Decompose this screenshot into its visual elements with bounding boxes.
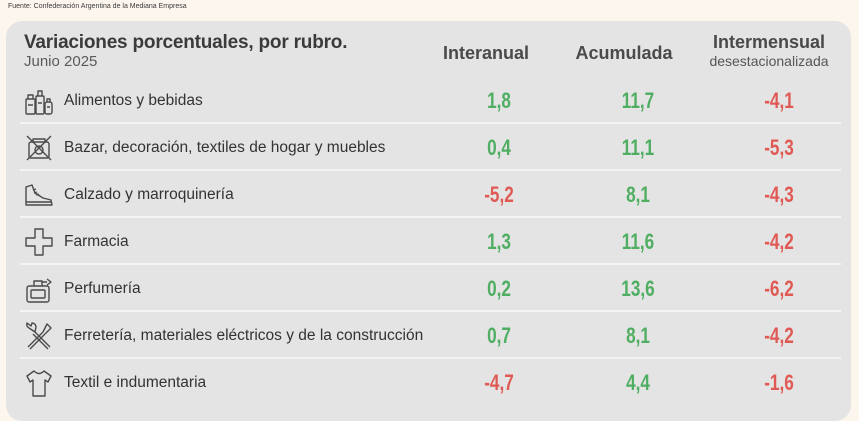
source-note: Fuente: Confederación Argentina de la Me… [8,3,187,10]
value-intermensual: -5,3 [764,135,794,160]
row-divider [20,310,841,312]
value-intermensual: -1,6 [764,370,794,395]
table-row: Perfumería 0,2 13,6 -6,2 [16,266,841,312]
pharmacy-cross-icon [23,226,55,258]
value-interanual: -4,7 [484,370,514,395]
no-decor-icon [23,132,55,164]
value-interanual: 1,3 [487,229,511,254]
table-row: Alimentos y bebidas 1,8 11,7 -4,1 [16,78,841,124]
value-intermensual: -4,2 [764,323,794,348]
column-header-interanual: Interanual [442,43,530,63]
value-intermensual: -4,1 [764,88,794,113]
row-label: Textil e indumentaria [64,374,207,391]
row-divider [20,263,841,265]
value-acumulada: 8,1 [626,182,650,207]
value-acumulada: 11,7 [621,88,655,113]
value-interanual: 0,4 [487,135,511,160]
table-row: Farmacia 1,3 11,6 -4,2 [16,219,841,265]
table-title: Variaciones porcentuales, por rubro. [24,32,348,53]
value-acumulada: 11,1 [621,135,655,160]
row-divider [20,169,841,171]
table-subtitle: Junio 2025 [24,53,98,70]
value-acumulada: 8,1 [626,323,650,348]
value-acumulada: 4,4 [626,370,650,395]
table-row: Textil e indumentaria -4,7 4,4 -1,6 [16,360,841,406]
row-label: Ferretería, materiales eléctricos y de l… [64,327,424,344]
value-interanual: 0,2 [487,276,511,301]
column-header-intermensual-title: Intermensual [712,32,826,52]
value-interanual: -5,2 [484,182,514,207]
groceries-icon [23,85,55,117]
value-intermensual: -4,3 [764,182,794,207]
table-header: Variaciones porcentuales, por rubro. Jun… [6,21,851,81]
value-interanual: 0,7 [487,323,511,348]
row-label: Farmacia [64,233,129,250]
row-divider [20,216,841,218]
row-label: Alimentos y bebidas [64,92,203,109]
table-row: Bazar, decoración, textiles de hogar y m… [16,125,841,171]
column-header-intermensual-sub: desestacionalizada [709,53,829,69]
row-label: Perfumería [64,280,141,297]
row-divider [20,122,841,124]
row-label: Bazar, decoración, textiles de hogar y m… [64,139,386,156]
shoe-icon [23,179,55,211]
value-acumulada: 11,6 [621,229,655,254]
table-row: Ferretería, materiales eléctricos y de l… [16,313,841,359]
row-divider [20,357,841,359]
perfume-icon [23,273,55,305]
shirt-icon [23,367,55,399]
row-label: Calzado y marroquinería [64,186,234,203]
column-header-intermensual: Intermensual desestacionalizada [699,33,839,71]
table-card: Variaciones porcentuales, por rubro. Jun… [6,21,851,421]
tools-icon [23,320,55,352]
value-acumulada: 13,6 [621,276,655,301]
column-header-acumulada: Acumulada [575,43,673,63]
value-intermensual: -6,2 [764,276,794,301]
value-interanual: 1,8 [487,88,511,113]
table-row: Calzado y marroquinería -5,2 8,1 -4,3 [16,172,841,218]
value-intermensual: -4,2 [764,229,794,254]
